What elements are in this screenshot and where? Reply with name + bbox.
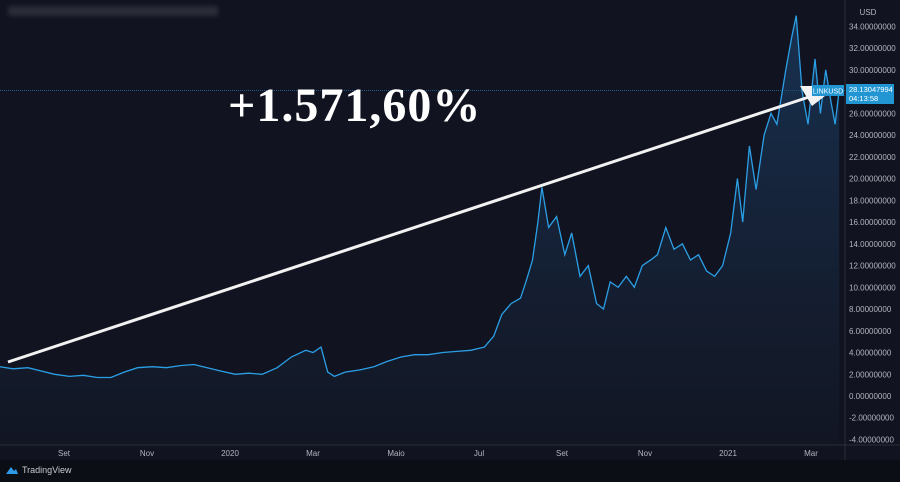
price-tag-bg	[846, 84, 894, 104]
time-axis[interactable]: Set Nov 2020 Mar Maio Jul Set Nov 2021 Mar	[58, 449, 818, 458]
tradingview-cloud-icon	[6, 467, 18, 474]
price-axis[interactable]: 34.00000000 32.00000000 30.00000000 26.0000…	[849, 22, 896, 444]
y-tick-label: 18.00000000	[849, 196, 896, 205]
y-tick-label: -4.00000000	[849, 435, 894, 444]
symbol-tag: LINKUSD	[813, 89, 843, 96]
price-area-fill	[0, 15, 840, 445]
y-tick-label: 34.00000000	[849, 22, 896, 31]
bar-countdown: 04:13:58	[849, 94, 878, 103]
arrow-shaft	[7, 94, 813, 364]
tradingview-logo[interactable]: TradingView	[5, 465, 72, 475]
x-tick-label: Jul	[474, 449, 484, 458]
currency-label: USD	[860, 8, 877, 17]
y-tick-label: 12.00000000	[849, 262, 896, 271]
y-tick-label: 22.00000000	[849, 153, 896, 162]
x-tick-label: 2020	[221, 449, 239, 458]
brand-label: TradingView	[22, 465, 72, 475]
y-tick-label: 32.00000000	[849, 44, 896, 53]
percent-change-annotation: +1.571,60%	[228, 79, 482, 132]
y-tick-label: 14.00000000	[849, 240, 896, 249]
price-tag: LINKUSD 28.13047994 04:13:58	[812, 84, 894, 104]
y-tick-label: -2.00000000	[849, 414, 894, 423]
x-tick-label: Set	[58, 449, 71, 458]
x-tick-label: Set	[556, 449, 569, 458]
y-tick-label: 10.00000000	[849, 283, 896, 292]
y-tick-label: 24.00000000	[849, 131, 896, 140]
x-tick-label: Mar	[804, 449, 818, 458]
x-tick-label: Nov	[140, 449, 154, 458]
y-tick-label: 20.00000000	[849, 175, 896, 184]
symbol-tag-bg	[812, 85, 844, 96]
x-tick-label: Nov	[638, 449, 652, 458]
last-price: 28.13047994	[849, 85, 893, 94]
y-tick-label: 0.00000000	[849, 392, 892, 401]
x-tick-label: Mar	[306, 449, 320, 458]
x-tick-label: 2021	[719, 449, 737, 458]
y-tick-label: 16.00000000	[849, 218, 896, 227]
price-line	[0, 15, 840, 379]
price-series	[0, 15, 840, 379]
y-tick-label: 2.00000000	[849, 370, 892, 379]
y-tick-label: 6.00000000	[849, 327, 892, 336]
x-tick-label: Maio	[387, 449, 405, 458]
y-tick-label: 4.00000000	[849, 349, 892, 358]
y-tick-label: 30.00000000	[849, 66, 896, 75]
symbol-header-blurred	[8, 6, 218, 16]
y-tick-label: 8.00000000	[849, 305, 892, 314]
footer-bar	[0, 460, 900, 482]
y-tick-label: 26.00000000	[849, 109, 896, 118]
